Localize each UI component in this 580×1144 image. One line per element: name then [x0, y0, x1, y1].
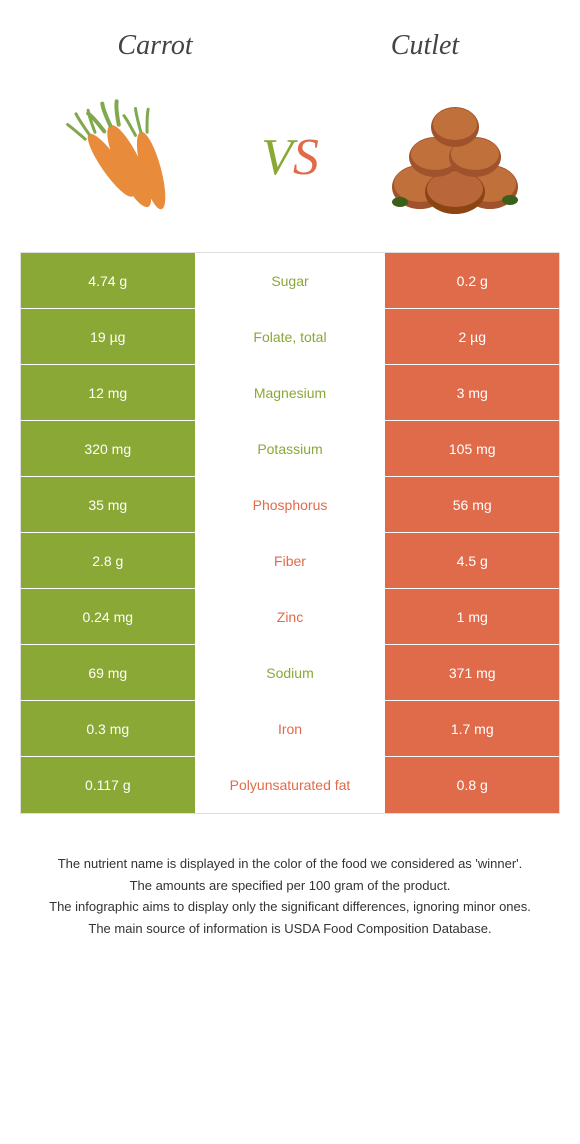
cell-nutrient-label: Sodium	[195, 645, 386, 700]
cutlet-image	[380, 92, 530, 222]
cell-left-value: 19 µg	[21, 309, 195, 364]
cutlet-icon	[380, 92, 530, 222]
vs-v: V	[261, 129, 293, 186]
footer-line-4: The main source of information is USDA F…	[30, 919, 550, 939]
cell-right-value: 56 mg	[385, 477, 559, 532]
cell-left-value: 2.8 g	[21, 533, 195, 588]
comparison-table: 4.74 gSugar0.2 g19 µgFolate, total2 µg12…	[20, 252, 560, 814]
cell-left-value: 4.74 g	[21, 253, 195, 308]
images-row: VS	[0, 82, 580, 252]
cell-nutrient-label: Iron	[195, 701, 386, 756]
cell-right-value: 2 µg	[385, 309, 559, 364]
carrot-image	[50, 92, 200, 222]
table-row: 2.8 gFiber4.5 g	[21, 533, 559, 589]
cell-left-value: 35 mg	[21, 477, 195, 532]
table-row: 69 mgSodium371 mg	[21, 645, 559, 701]
title-right: Cutlet	[290, 30, 560, 62]
cell-nutrient-label: Sugar	[195, 253, 386, 308]
footer-notes: The nutrient name is displayed in the co…	[0, 814, 580, 960]
cell-right-value: 371 mg	[385, 645, 559, 700]
footer-line-3: The infographic aims to display only the…	[30, 897, 550, 917]
cell-right-value: 0.2 g	[385, 253, 559, 308]
cell-nutrient-label: Potassium	[195, 421, 386, 476]
cell-left-value: 0.24 mg	[21, 589, 195, 644]
cell-left-value: 12 mg	[21, 365, 195, 420]
table-row: 12 mgMagnesium3 mg	[21, 365, 559, 421]
footer-line-2: The amounts are specified per 100 gram o…	[30, 876, 550, 896]
title-left: Carrot	[20, 30, 290, 62]
cell-nutrient-label: Zinc	[195, 589, 386, 644]
cell-left-value: 0.117 g	[21, 757, 195, 813]
table-row: 0.3 mgIron1.7 mg	[21, 701, 559, 757]
table-row: 320 mgPotassium105 mg	[21, 421, 559, 477]
cell-right-value: 3 mg	[385, 365, 559, 420]
table-row: 19 µgFolate, total2 µg	[21, 309, 559, 365]
cell-nutrient-label: Fiber	[195, 533, 386, 588]
cell-nutrient-label: Magnesium	[195, 365, 386, 420]
table-row: 0.117 gPolyunsaturated fat0.8 g	[21, 757, 559, 813]
cell-right-value: 4.5 g	[385, 533, 559, 588]
cell-left-value: 69 mg	[21, 645, 195, 700]
cell-left-value: 320 mg	[21, 421, 195, 476]
footer-line-1: The nutrient name is displayed in the co…	[30, 854, 550, 874]
header: Carrot Cutlet	[0, 0, 580, 82]
cell-nutrient-label: Polyunsaturated fat	[195, 757, 386, 813]
cell-right-value: 0.8 g	[385, 757, 559, 813]
cell-right-value: 1.7 mg	[385, 701, 559, 756]
vs-s: S	[293, 129, 319, 186]
table-row: 0.24 mgZinc1 mg	[21, 589, 559, 645]
carrot-icon	[55, 97, 195, 217]
vs-label: VS	[261, 128, 319, 187]
cell-right-value: 105 mg	[385, 421, 559, 476]
cell-left-value: 0.3 mg	[21, 701, 195, 756]
table-row: 35 mgPhosphorus56 mg	[21, 477, 559, 533]
cell-nutrient-label: Phosphorus	[195, 477, 386, 532]
cell-right-value: 1 mg	[385, 589, 559, 644]
cell-nutrient-label: Folate, total	[195, 309, 386, 364]
table-row: 4.74 gSugar0.2 g	[21, 253, 559, 309]
